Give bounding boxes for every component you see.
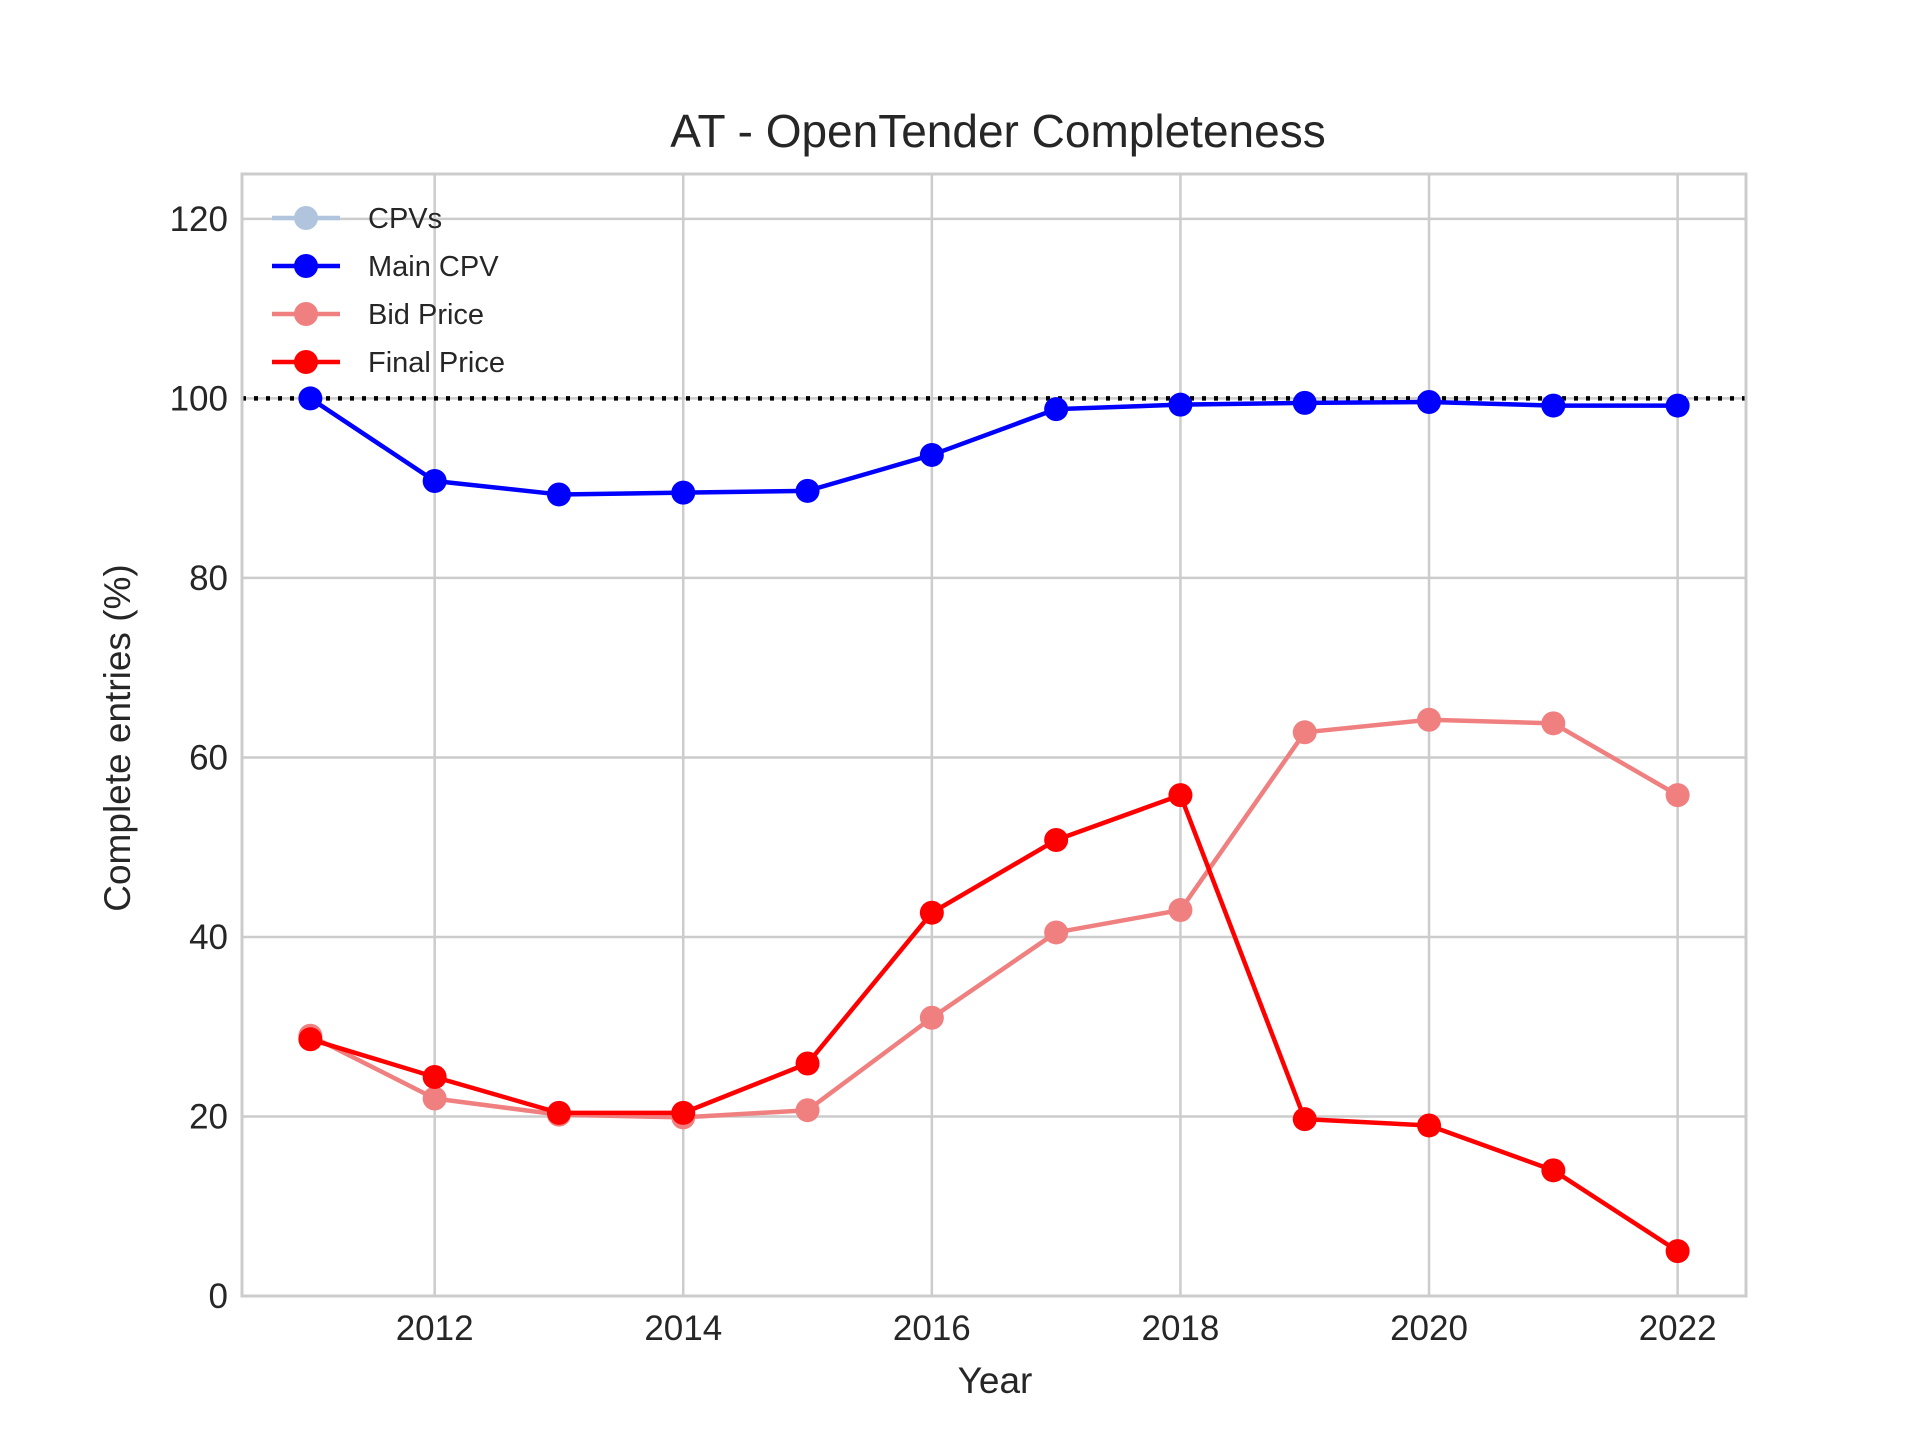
data-point bbox=[1665, 783, 1690, 808]
legend-label: CPVs bbox=[368, 203, 442, 235]
data-point bbox=[1168, 783, 1193, 808]
series-layer bbox=[298, 386, 1690, 1264]
legend-label: Main CPV bbox=[368, 251, 499, 283]
data-point bbox=[1168, 392, 1193, 417]
data-point bbox=[1044, 828, 1069, 853]
x-tick-label: 2012 bbox=[396, 1309, 474, 1348]
series-final-price bbox=[298, 783, 1690, 1264]
x-tick-label: 2016 bbox=[893, 1309, 971, 1348]
data-point bbox=[1044, 397, 1069, 422]
tick-labels: 2012 2014 2016 2018 2020 2022 0 20 40 60 80 100 120 bbox=[170, 200, 1717, 1348]
legend-item: Main CPV bbox=[272, 251, 499, 283]
legend-swatch-marker bbox=[294, 350, 318, 374]
data-point bbox=[1417, 389, 1442, 414]
series-line bbox=[309, 396, 1678, 497]
data-point bbox=[795, 1098, 820, 1123]
x-tick-label: 2018 bbox=[1142, 1309, 1220, 1348]
data-point bbox=[1665, 393, 1690, 418]
legend-swatch-marker bbox=[294, 206, 318, 230]
legend-item: CPVs bbox=[272, 203, 442, 235]
data-point bbox=[298, 1027, 323, 1052]
data-point bbox=[422, 1064, 447, 1089]
y-tick-label: 80 bbox=[189, 559, 228, 598]
y-axis-label: Complete entries (%) bbox=[97, 564, 138, 912]
x-tick-label: 2022 bbox=[1639, 1309, 1717, 1348]
data-point bbox=[1292, 390, 1317, 415]
legend-item: Final Price bbox=[272, 347, 505, 379]
data-point bbox=[1292, 1107, 1317, 1132]
data-point bbox=[671, 1100, 696, 1125]
series-line bbox=[309, 717, 1679, 1120]
legend: CPVs Main CPV Bid Price Final Price bbox=[272, 203, 505, 379]
data-point bbox=[795, 1051, 820, 1076]
x-tick-label: 2020 bbox=[1390, 1309, 1468, 1348]
y-tick-label: 120 bbox=[170, 200, 228, 239]
data-point bbox=[919, 900, 944, 925]
data-point bbox=[422, 468, 447, 493]
data-point bbox=[298, 386, 323, 411]
data-point bbox=[671, 480, 696, 505]
grid bbox=[242, 174, 1746, 1298]
legend-swatch-marker bbox=[294, 302, 318, 326]
y-tick-label: 40 bbox=[189, 918, 228, 957]
data-point bbox=[1168, 898, 1193, 923]
data-point bbox=[546, 1100, 571, 1125]
legend-label: Final Price bbox=[368, 347, 505, 379]
chart-title: AT - OpenTender Completeness bbox=[670, 105, 1325, 157]
y-tick-label: 0 bbox=[209, 1277, 228, 1316]
legend-item: Bid Price bbox=[272, 299, 484, 331]
data-point bbox=[1541, 393, 1566, 418]
data-point bbox=[1665, 1239, 1690, 1264]
y-tick-label: 20 bbox=[189, 1097, 228, 1136]
legend-swatch-marker bbox=[294, 254, 318, 278]
legend-label: Bid Price bbox=[368, 299, 484, 331]
data-point bbox=[422, 1086, 447, 1111]
data-point bbox=[1541, 1158, 1566, 1183]
data-point bbox=[919, 1005, 944, 1030]
y-tick-label: 100 bbox=[170, 379, 228, 418]
data-point bbox=[1541, 711, 1566, 736]
data-point bbox=[1417, 1113, 1442, 1138]
data-point bbox=[1044, 920, 1069, 945]
data-point bbox=[919, 442, 944, 467]
x-axis-label: Year bbox=[958, 1360, 1033, 1401]
data-point bbox=[1417, 707, 1442, 732]
data-point bbox=[546, 482, 571, 507]
data-point bbox=[1292, 720, 1317, 745]
series-line bbox=[309, 792, 1679, 1254]
series-main-cpv bbox=[298, 386, 1690, 507]
y-tick-label: 60 bbox=[189, 738, 228, 777]
x-tick-label: 2014 bbox=[644, 1309, 722, 1348]
data-point bbox=[795, 478, 820, 503]
plot-frame bbox=[240, 172, 1748, 1298]
